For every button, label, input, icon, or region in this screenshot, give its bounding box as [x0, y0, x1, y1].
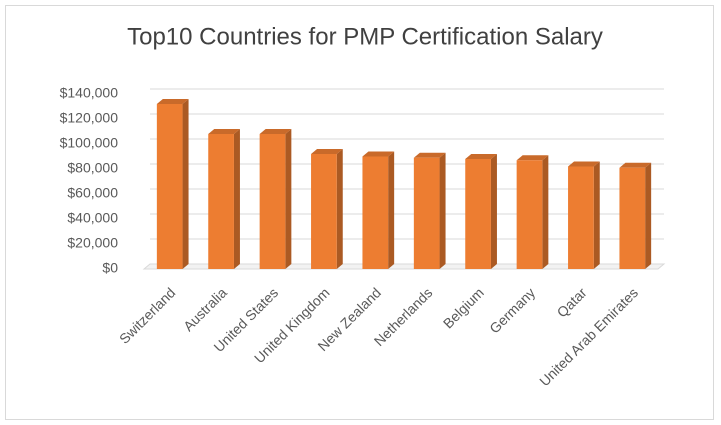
bar-side: [490, 154, 497, 269]
bar: [208, 134, 234, 269]
bar: [259, 134, 286, 269]
y-tick-label: $80,000: [67, 160, 118, 176]
chart-title: Top10 Countries for PMP Certification Sa…: [127, 23, 603, 50]
bar-top: [465, 154, 497, 159]
bar-side: [233, 129, 240, 269]
y-tick-label: $60,000: [67, 185, 118, 201]
bar: [619, 167, 646, 269]
bar-side: [182, 99, 189, 269]
bar-side: [645, 162, 652, 269]
bar: [568, 166, 594, 269]
bar-side: [542, 155, 549, 269]
y-tick-label: $120,000: [60, 110, 119, 126]
y-tick-label: $40,000: [67, 210, 118, 226]
bar-side: [439, 152, 446, 269]
bar-top: [516, 155, 549, 161]
bar-top: [156, 99, 189, 104]
bar: [362, 156, 389, 269]
bar: [413, 157, 440, 269]
y-tick-label: $100,000: [60, 135, 119, 151]
bar: [465, 159, 491, 269]
bar: [311, 154, 337, 269]
bar-side: [388, 151, 395, 269]
bar-top: [362, 151, 395, 157]
bar-side: [593, 161, 600, 269]
y-tick-label: $0: [102, 260, 118, 276]
bar-top: [259, 129, 292, 134]
bar-top: [619, 162, 652, 168]
bar-side: [336, 149, 343, 269]
bar: [516, 160, 543, 269]
bar-top: [311, 149, 343, 154]
y-tick-label: $140,000: [60, 85, 119, 101]
bar: [156, 104, 183, 269]
y-tick-label: $20,000: [67, 235, 118, 251]
bar-top: [413, 152, 446, 158]
bar-side: [285, 129, 292, 269]
bar-top: [568, 161, 600, 167]
bar-top: [208, 129, 240, 134]
